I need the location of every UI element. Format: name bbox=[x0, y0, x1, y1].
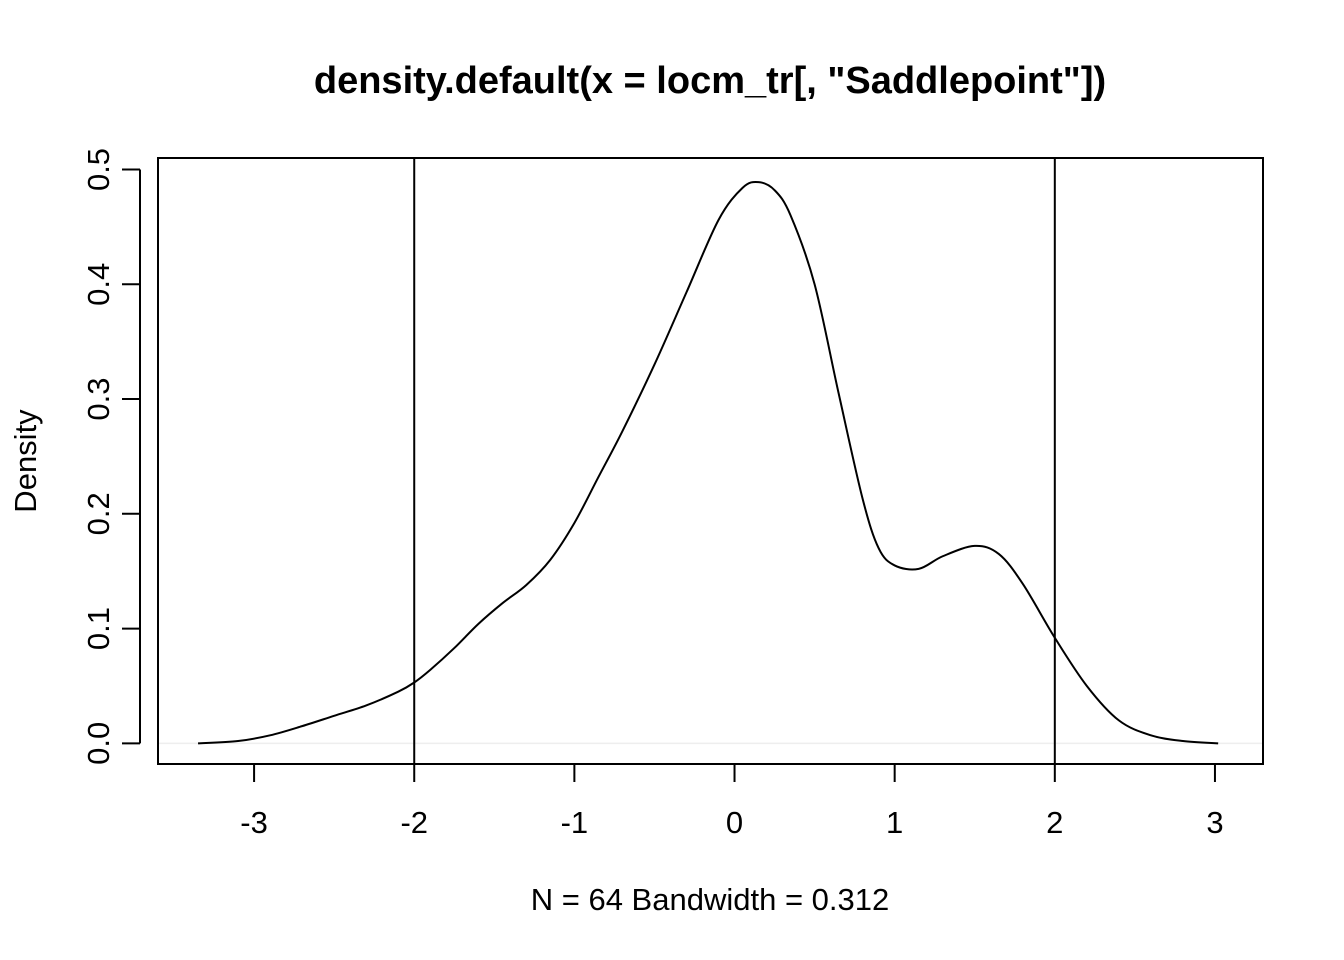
y-tick-label: 0.4 bbox=[81, 263, 116, 306]
x-tick-label: -1 bbox=[561, 805, 589, 840]
y-tick-label: 0.0 bbox=[81, 722, 116, 765]
plot-frame bbox=[157, 157, 1264, 765]
x-tick-label: 1 bbox=[886, 805, 903, 840]
y-axis: 0.0 0.1 0.2 0.3 0.4 0.5 bbox=[81, 148, 141, 765]
chart-title: density.default(x = locm_tr[, "Saddlepoi… bbox=[314, 60, 1106, 102]
x-tick-label: 3 bbox=[1206, 805, 1223, 840]
y-axis-label: Density bbox=[8, 409, 43, 513]
x-axis-label: N = 64 Bandwidth = 0.312 bbox=[531, 882, 889, 917]
y-tick-label: 0.2 bbox=[81, 492, 116, 535]
x-tick-label: 0 bbox=[726, 805, 743, 840]
x-tick-label: 2 bbox=[1046, 805, 1063, 840]
x-tick-label: -3 bbox=[240, 805, 268, 840]
density-curve bbox=[197, 180, 1219, 745]
y-tick-label: 0.1 bbox=[81, 607, 116, 650]
plot-marks bbox=[159, 158, 1262, 764]
x-tick-label: -2 bbox=[400, 805, 428, 840]
y-tick-label: 0.3 bbox=[81, 377, 116, 420]
y-tick-label: 0.5 bbox=[81, 148, 116, 191]
x-axis: -3 -2 -1 0 1 2 3 bbox=[240, 763, 1224, 840]
